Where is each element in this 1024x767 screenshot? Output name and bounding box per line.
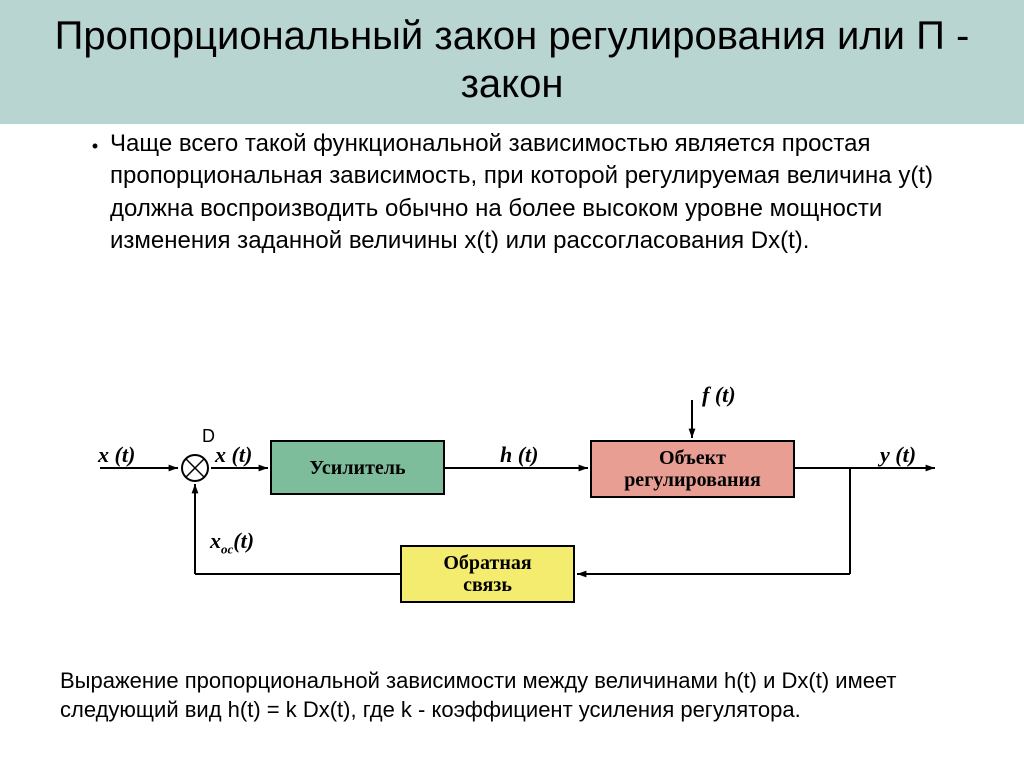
signal-f: f (t) <box>702 382 736 408</box>
object-block: Объектрегулирования <box>590 440 795 498</box>
bullet-icon: • <box>80 128 110 258</box>
signal-x_in: x (t) <box>98 442 135 468</box>
feedback-block: Обратнаясвязь <box>400 545 575 603</box>
bullet-text: Чаще всего такой функциональной зависимо… <box>110 128 964 258</box>
footer-text: Выражение пропорциональной зависимости м… <box>60 666 984 725</box>
signal-xoc: xoc(t) <box>210 528 254 557</box>
control-diagram: Усилитель Объектрегулирования Обратнаясвяз… <box>80 370 960 630</box>
signal-y: y (t) <box>880 442 916 468</box>
signal-h: h (t) <box>500 442 539 468</box>
page-title: Пропорциональный закон регулирования или… <box>20 12 1004 108</box>
body-paragraph: • Чаще всего такой функциональной зависи… <box>0 124 1024 258</box>
signal-D: D <box>202 426 215 447</box>
signal-dx: x (t) <box>215 442 252 468</box>
amplifier-block: Усилитель <box>270 440 445 495</box>
